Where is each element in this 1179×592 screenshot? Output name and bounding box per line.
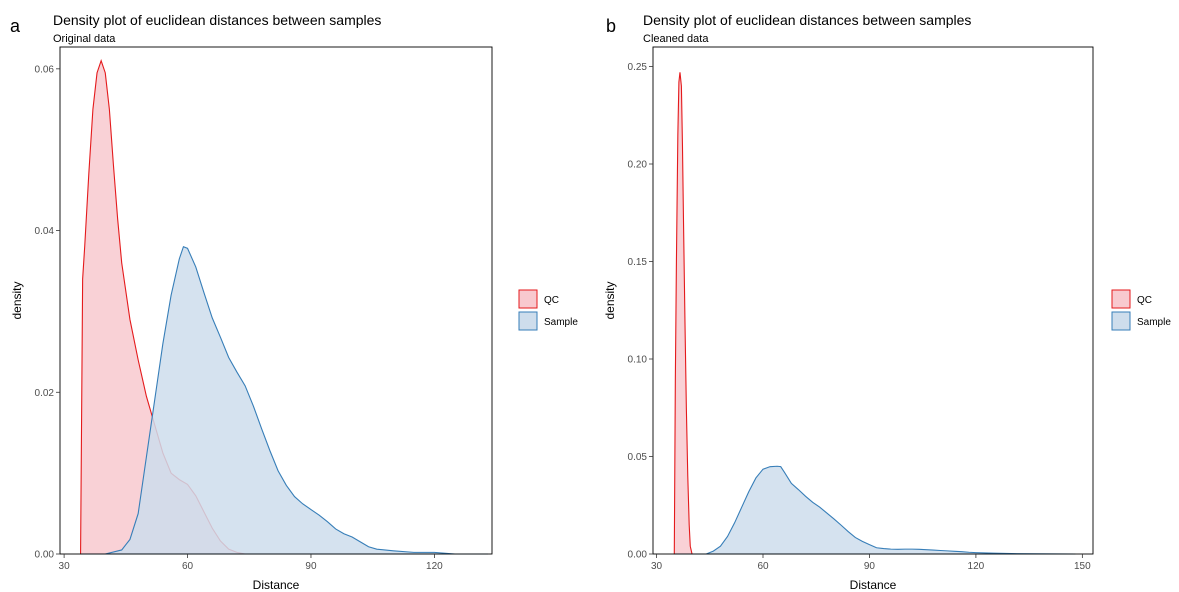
plot-border <box>652 46 1094 555</box>
x-tick-label: 60 <box>757 561 769 572</box>
density-area-qc <box>80 59 488 555</box>
y-tick-label: 0.06 <box>35 64 55 75</box>
y-tick-label: 0.00 <box>628 550 648 561</box>
x-tick-label: 60 <box>182 561 194 572</box>
panel-tag: a <box>10 16 21 36</box>
x-tick-label: 120 <box>968 561 985 572</box>
x-axis-label: Distance <box>850 578 897 592</box>
x-tick-label: 30 <box>651 561 663 572</box>
x-tick-label: 150 <box>1074 561 1091 572</box>
y-tick-label: 0.25 <box>628 62 648 73</box>
chart-title: Density plot of euclidean distances betw… <box>53 12 381 28</box>
y-axis-label: density <box>10 281 24 319</box>
x-tick-label: 90 <box>864 561 876 572</box>
legend-key-qc <box>1111 289 1131 309</box>
legend-label-sample: Sample <box>544 317 578 328</box>
chart-subtitle: Original data <box>53 33 116 45</box>
x-tick-label: 120 <box>426 561 443 572</box>
y-tick-label: 0.02 <box>35 388 55 399</box>
legend: QC Sample <box>1111 289 1171 331</box>
legend: QC Sample <box>518 289 578 331</box>
legend-label-qc: QC <box>544 295 559 306</box>
plot-border <box>59 46 493 555</box>
density-area-qc <box>673 72 1076 555</box>
x-tick-label: 90 <box>305 561 317 572</box>
x-axis-label: Distance <box>253 578 300 592</box>
y-tick-label: 0.20 <box>628 160 648 171</box>
panel-b: b Density plot of euclidean distances bet… <box>603 12 1171 592</box>
panel-tag: b <box>606 16 616 36</box>
x-tick-label: 30 <box>59 561 71 572</box>
y-tick-label: 0.15 <box>628 257 648 268</box>
chart-subtitle: Cleaned data <box>643 33 709 45</box>
y-tick-label: 0.00 <box>35 550 55 561</box>
legend-label-qc: QC <box>1137 295 1152 306</box>
y-tick-label: 0.05 <box>628 452 648 463</box>
legend-key-qc <box>518 289 538 309</box>
y-tick-label: 0.04 <box>35 226 55 237</box>
legend-key-sample <box>1111 311 1131 331</box>
panel-a: a Density plot of euclidean distances bet… <box>10 12 578 592</box>
density-area-sample <box>674 465 1076 555</box>
legend-label-sample: Sample <box>1137 317 1171 328</box>
legend-key-sample <box>518 311 538 331</box>
density-area-sample <box>80 246 488 555</box>
chart-title: Density plot of euclidean distances betw… <box>643 12 971 28</box>
y-axis-label: density <box>603 281 617 319</box>
y-tick-label: 0.10 <box>628 355 648 366</box>
